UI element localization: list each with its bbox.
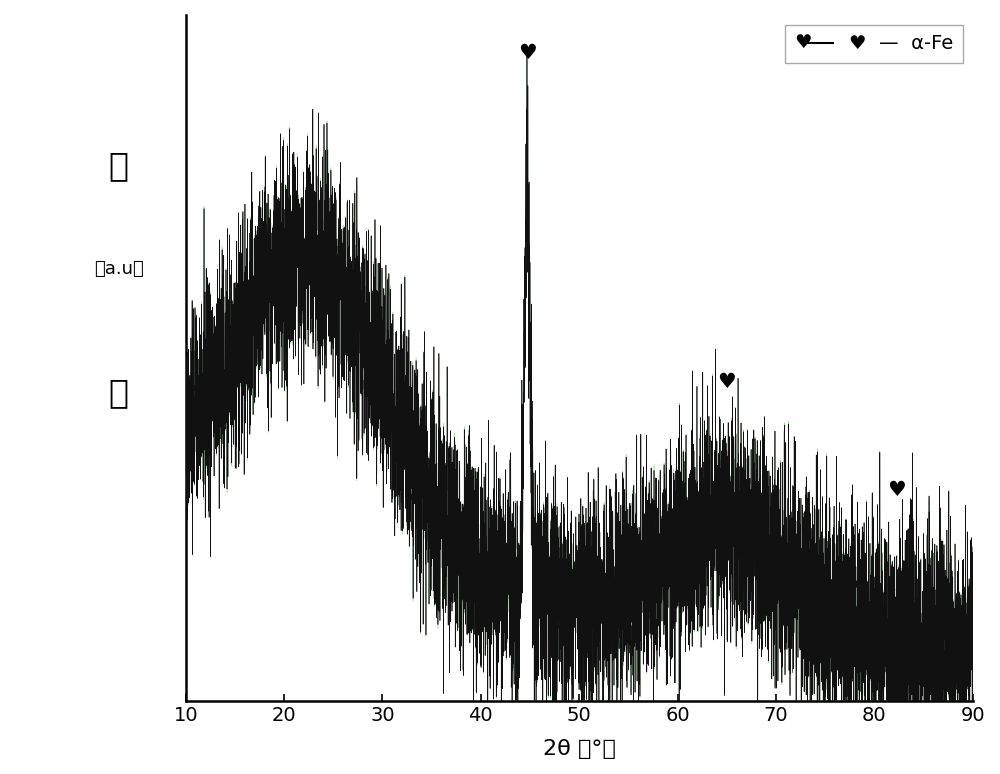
- Text: 度: 度: [109, 376, 129, 409]
- Text: 强: 强: [109, 149, 129, 183]
- Text: ♥: ♥: [888, 480, 906, 500]
- Legend: ♥  —  α-Fe: ♥ — α-Fe: [785, 25, 963, 63]
- Text: ♥: ♥: [518, 43, 536, 63]
- X-axis label: 2θ （°）: 2θ （°）: [543, 739, 616, 759]
- Text: ♥: ♥: [717, 372, 736, 392]
- Text: （a.u）: （a.u）: [94, 260, 144, 278]
